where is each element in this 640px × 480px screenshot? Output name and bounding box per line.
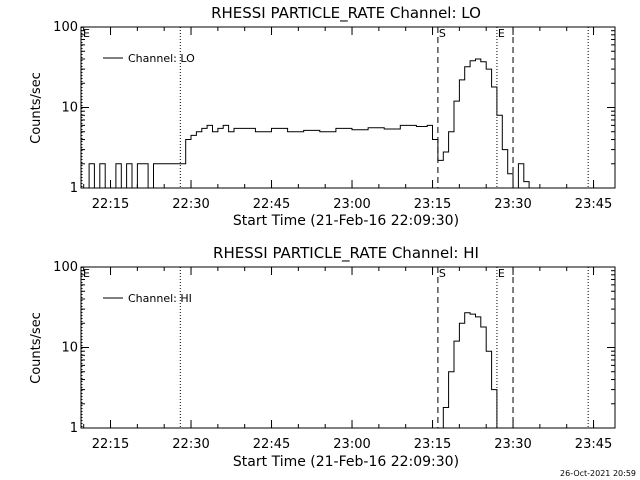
- y-axis-ticks: 1 10 100: [53, 20, 615, 196]
- y-axis-label: Counts/sec: [29, 72, 44, 144]
- x-tick-label: 23:00: [333, 197, 370, 212]
- marker-label: E: [498, 267, 505, 280]
- x-tick-label: 22:15: [92, 437, 129, 452]
- marker-label: S: [439, 267, 446, 280]
- x-tick-label: 22:15: [92, 197, 129, 212]
- panel-title: RHESSI PARTICLE_RATE Channel: HI: [213, 244, 479, 263]
- x-tick-label: 22:30: [172, 437, 209, 452]
- x-axis-label: Start Time (21-Feb-16 22:09:30): [233, 454, 459, 470]
- x-tick-label: 22:30: [172, 197, 209, 212]
- series-line: [437, 312, 498, 429]
- x-tick-label: 23:30: [494, 197, 531, 212]
- x-axis-ticks: 22:15 22:30 22:45 23:00 23:15 23:30 23:45: [83, 267, 612, 452]
- legend-label: Channel: LO: [128, 52, 195, 65]
- y-axis-ticks: 1 10 100: [53, 260, 615, 436]
- y-axis-label: Counts/sec: [29, 312, 44, 384]
- marker-label: S: [439, 27, 446, 40]
- x-tick-label: 23:45: [575, 437, 612, 452]
- x-tick-label: 23:00: [333, 437, 370, 452]
- y-tick-label: 100: [53, 20, 78, 35]
- y-tick-label: 10: [61, 101, 78, 116]
- legend-label: Channel: HI: [128, 292, 192, 305]
- hi-channel-panel: RHESSI PARTICLE_RATE Channel: HI E S E 22:…: [29, 244, 616, 470]
- lo-channel-panel: RHESSI PARTICLE_RATE Channel: LO E S E 22:…: [29, 4, 616, 229]
- panel-title: RHESSI PARTICLE_RATE Channel: LO: [211, 4, 481, 23]
- marker-label: E: [83, 27, 90, 40]
- y-tick-label: 1: [70, 421, 78, 436]
- y-tick-label: 1: [70, 181, 78, 196]
- y-tick-label: 100: [53, 260, 78, 275]
- x-tick-label: 23:15: [414, 437, 451, 452]
- x-tick-label: 23:15: [414, 197, 451, 212]
- marker-label: E: [83, 267, 90, 280]
- x-axis-label: Start Time (21-Feb-16 22:09:30): [233, 213, 459, 229]
- x-tick-label: 23:45: [575, 197, 612, 212]
- x-tick-label: 23:30: [494, 437, 531, 452]
- y-tick-label: 10: [61, 341, 78, 356]
- marker-label: E: [498, 27, 505, 40]
- series-line: [83, 58, 535, 189]
- footer-timestamp: 26-Oct-2021 20:59: [560, 469, 636, 478]
- x-tick-label: 22:45: [253, 437, 290, 452]
- x-tick-label: 22:45: [253, 197, 290, 212]
